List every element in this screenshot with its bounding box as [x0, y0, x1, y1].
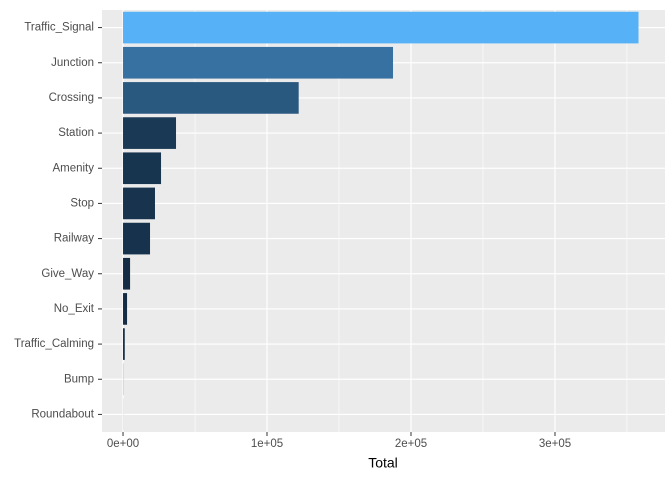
y-tick-label: Bump — [64, 373, 94, 385]
y-tick-label: Station — [58, 127, 94, 139]
bar — [123, 222, 151, 255]
y-tick-label: No_Exit — [54, 303, 95, 315]
y-tick-label: Traffic_Calming — [14, 338, 94, 350]
y-tick-label: Railway — [54, 233, 95, 245]
y-tick-label: Junction — [51, 57, 94, 69]
y-tick-label: Roundabout — [31, 408, 94, 420]
panel — [102, 10, 665, 432]
y-tick-label: Crossing — [49, 92, 94, 104]
bar — [123, 328, 125, 360]
bar — [123, 257, 131, 290]
bar — [123, 46, 394, 79]
bar — [123, 187, 155, 220]
x-tick-label: 1e+05 — [251, 438, 283, 450]
bar — [123, 82, 299, 114]
bar — [123, 11, 639, 44]
y-tick-label: Traffic_Signal — [24, 22, 94, 34]
x-tick-label: 0e+00 — [107, 438, 139, 450]
y-tick-label: Give_Way — [41, 268, 94, 280]
y-tick-label: Amenity — [52, 162, 94, 174]
x-axis-title: Total — [368, 455, 398, 471]
bar — [123, 117, 177, 149]
bar — [123, 293, 128, 325]
x-tick-label: 2e+05 — [395, 438, 427, 450]
x-tick-label: 3e+05 — [539, 438, 571, 450]
y-tick-label: Stop — [70, 197, 94, 209]
bar — [123, 152, 162, 185]
